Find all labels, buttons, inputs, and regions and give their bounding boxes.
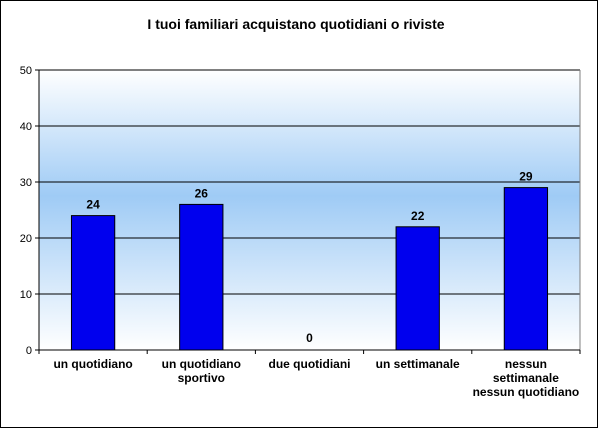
data-label: 0 <box>306 331 313 345</box>
x-tick-label-line: nessun quotidiano <box>473 385 580 399</box>
y-tick-label: 50 <box>20 65 32 77</box>
x-tick-label-line: due quotidiani <box>269 357 351 371</box>
chart-title: I tuoi familiari acquistano quotidiani o… <box>147 16 444 32</box>
bar <box>503 187 549 351</box>
x-tick-label-line: un quotidiano <box>162 357 241 371</box>
bar <box>179 203 224 351</box>
y-tick-label: 20 <box>20 233 32 245</box>
x-tick-label: un quotidiano <box>53 357 132 371</box>
y-tick-label: 40 <box>20 121 32 133</box>
data-label: 29 <box>519 170 533 184</box>
x-tick-label: nessun settimanale nessun quotidiano <box>473 357 580 399</box>
x-tick-label: due quotidiani <box>269 357 351 371</box>
data-label: 24 <box>86 198 100 212</box>
x-tick-label-line: nessun <box>505 357 547 371</box>
x-tick-label: un settimanale <box>376 357 460 371</box>
plot-area <box>39 70 580 350</box>
data-label: 26 <box>195 186 209 200</box>
y-tick-label: 10 <box>20 289 32 301</box>
x-tick-label-line: settimanale <box>493 371 559 385</box>
x-tick-label-line: un settimanale <box>376 357 460 371</box>
y-tick-label: 30 <box>20 177 32 189</box>
x-tick-label: un quotidiano sportivo <box>162 357 241 385</box>
bar <box>395 226 440 351</box>
x-tick-label-line: un quotidiano <box>53 357 132 371</box>
y-tick-label: 0 <box>26 345 32 357</box>
data-label: 22 <box>411 209 425 223</box>
x-tick-label-line: sportivo <box>178 371 225 385</box>
bar <box>70 215 116 351</box>
